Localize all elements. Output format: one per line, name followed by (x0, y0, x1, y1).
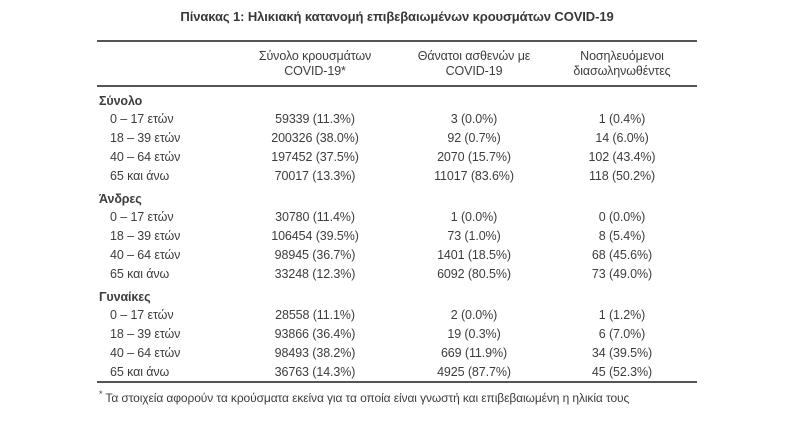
table-body: Σύνολο 0 – 17 ετών 59339 (11.3%) 3 (0.0%… (97, 86, 697, 382)
deaths-cell: 2 (0.0%) (450, 307, 498, 322)
age-cell: 40 – 64 ετών (110, 247, 181, 262)
table-header: Σύνολο κρουσμάτων COVID-19* Θάνατοι ασθε… (97, 41, 697, 87)
table-row: 40 – 64 ετών 98493 (38.2%) 669 (11.9%) 3… (97, 343, 697, 362)
page-title: Πίνακας 1: Ηλικιακή κατανομή επιβεβαιωμέ… (180, 9, 614, 24)
section-label: Γυναίκες (99, 290, 151, 304)
intubated-cell: 34 (39.5%) (591, 345, 653, 360)
deaths-cell: 4925 (87.7%) (437, 364, 511, 379)
deaths-cell: 11017 (83.6%) (434, 168, 514, 183)
age-cell: 65 και άνω (110, 168, 170, 183)
report-table-panel: Πίνακας 1: Ηλικιακή κατανομή επιβεβαιωμέ… (97, 8, 697, 406)
intubated-cell: 68 (45.6%) (591, 247, 653, 262)
deaths-cell: 73 (1.0%) (447, 228, 501, 243)
table-footnote: * Τα στοιχεία αφορούν τα κρούσματα εκείνα… (97, 387, 697, 406)
footnote-marker: * (99, 389, 103, 399)
column-header-line: Σύνολο κρουσμάτων (258, 49, 372, 63)
table-row: 18 – 39 ετών 93866 (36.4%) 19 (0.3%) 6 (… (97, 324, 697, 343)
deaths-cell: 6092 (80.5%) (437, 266, 511, 281)
age-cell: 0 – 17 ετών (110, 111, 174, 126)
table-row: 65 και άνω 33248 (12.3%) 6092 (80.5%) 73… (97, 264, 697, 283)
cases-cell: 30780 (11.4%) (275, 209, 355, 224)
intubated-cell: 1 (1.2%) (598, 307, 646, 322)
age-cell: 18 – 39 ετών (110, 228, 181, 243)
deaths-cell: 669 (11.9%) (440, 345, 508, 360)
column-header-line: COVID-19 (445, 64, 503, 78)
intubated-cell: 14 (6.0%) (595, 130, 649, 145)
age-cell: 40 – 64 ετών (110, 345, 181, 360)
section-header-row-men: Άνδρες (97, 185, 697, 207)
column-header-line: Θάνατοι ασθενών με (417, 49, 531, 63)
age-cell: 40 – 64 ετών (110, 149, 181, 164)
intubated-cell: 118 (50.2%) (588, 168, 656, 183)
cases-cell: 98945 (36.7%) (274, 247, 356, 262)
intubated-cell: 73 (49.0%) (591, 266, 653, 281)
intubated-cell: 6 (7.0%) (598, 326, 646, 341)
header-row: Σύνολο κρουσμάτων COVID-19* Θάνατοι ασθε… (97, 41, 697, 87)
column-header-line: διασωληνωθέντες (573, 64, 671, 78)
section-label: Άνδρες (99, 192, 142, 206)
cases-cell: 197452 (37.5%) (271, 149, 359, 164)
column-header-intubated: Νοσηλευόμενοι διασωληνωθέντες (547, 41, 697, 87)
cases-cell: 36763 (14.3%) (274, 364, 356, 379)
table-row: 0 – 17 ετών 59339 (11.3%) 3 (0.0%) 1 (0.… (97, 109, 697, 128)
table-row: 65 και άνω 70017 (13.3%) 11017 (83.6%) 1… (97, 166, 697, 185)
age-cell: 65 και άνω (110, 364, 170, 379)
column-header-total-cases: Σύνολο κρουσμάτων COVID-19* (229, 41, 401, 87)
cases-cell: 28558 (11.1%) (275, 307, 355, 322)
table-row: 0 – 17 ετών 30780 (11.4%) 1 (0.0%) 0 (0.… (97, 207, 697, 226)
cases-cell: 70017 (13.3%) (274, 168, 356, 183)
covid-age-distribution-table: Σύνολο κρουσμάτων COVID-19* Θάνατοι ασθε… (97, 40, 697, 383)
column-header-line: COVID-19* (284, 64, 346, 78)
cases-cell: 106454 (39.5%) (271, 228, 359, 243)
age-cell: 18 – 39 ετών (110, 130, 181, 145)
column-header-deaths: Θάνατοι ασθενών με COVID-19 (401, 41, 547, 87)
intubated-cell: 102 (43.4%) (588, 149, 656, 164)
cases-cell: 33248 (12.3%) (274, 266, 356, 281)
column-header-line: Νοσηλευόμενοι (580, 49, 664, 63)
cases-cell: 93866 (36.4%) (274, 326, 356, 341)
age-cell: 0 – 17 ετών (110, 307, 174, 322)
section-label: Σύνολο (99, 94, 143, 108)
deaths-cell: 3 (0.0%) (450, 111, 498, 126)
section-header-row-total: Σύνολο (97, 86, 697, 109)
age-cell: 18 – 39 ετών (110, 326, 181, 341)
intubated-cell: 8 (5.4%) (598, 228, 646, 243)
table-row: 18 – 39 ετών 106454 (39.5%) 73 (1.0%) 8 … (97, 226, 697, 245)
cases-cell: 200326 (38.0%) (271, 130, 359, 145)
deaths-cell: 2070 (15.7%) (437, 149, 511, 164)
deaths-cell: 92 (0.7%) (447, 130, 501, 145)
table-row: 0 – 17 ετών 28558 (11.1%) 2 (0.0%) 1 (1.… (97, 305, 697, 324)
table-row: 40 – 64 ετών 98945 (36.7%) 1401 (18.5%) … (97, 245, 697, 264)
table-row: 40 – 64 ετών 197452 (37.5%) 2070 (15.7%)… (97, 147, 697, 166)
footnote-text: Τα στοιχεία αφορούν τα κρούσματα εκείνα … (105, 391, 630, 405)
table-row: 65 και άνω 36763 (14.3%) 4925 (87.7%) 45… (97, 362, 697, 382)
age-cell: 65 και άνω (110, 266, 170, 281)
intubated-cell: 0 (0.0%) (598, 209, 646, 224)
deaths-cell: 1401 (18.5%) (437, 247, 511, 262)
cases-cell: 98493 (38.2%) (274, 345, 356, 360)
age-cell: 0 – 17 ετών (110, 209, 174, 224)
intubated-cell: 45 (52.3%) (591, 364, 653, 379)
deaths-cell: 19 (0.3%) (447, 326, 501, 341)
section-header-row-women: Γυναίκες (97, 283, 697, 305)
table-row: 18 – 39 ετών 200326 (38.0%) 92 (0.7%) 14… (97, 128, 697, 147)
cases-cell: 59339 (11.3%) (275, 111, 355, 126)
deaths-cell: 1 (0.0%) (450, 209, 498, 224)
intubated-cell: 1 (0.4%) (598, 111, 646, 126)
header-empty-cell (97, 41, 229, 87)
